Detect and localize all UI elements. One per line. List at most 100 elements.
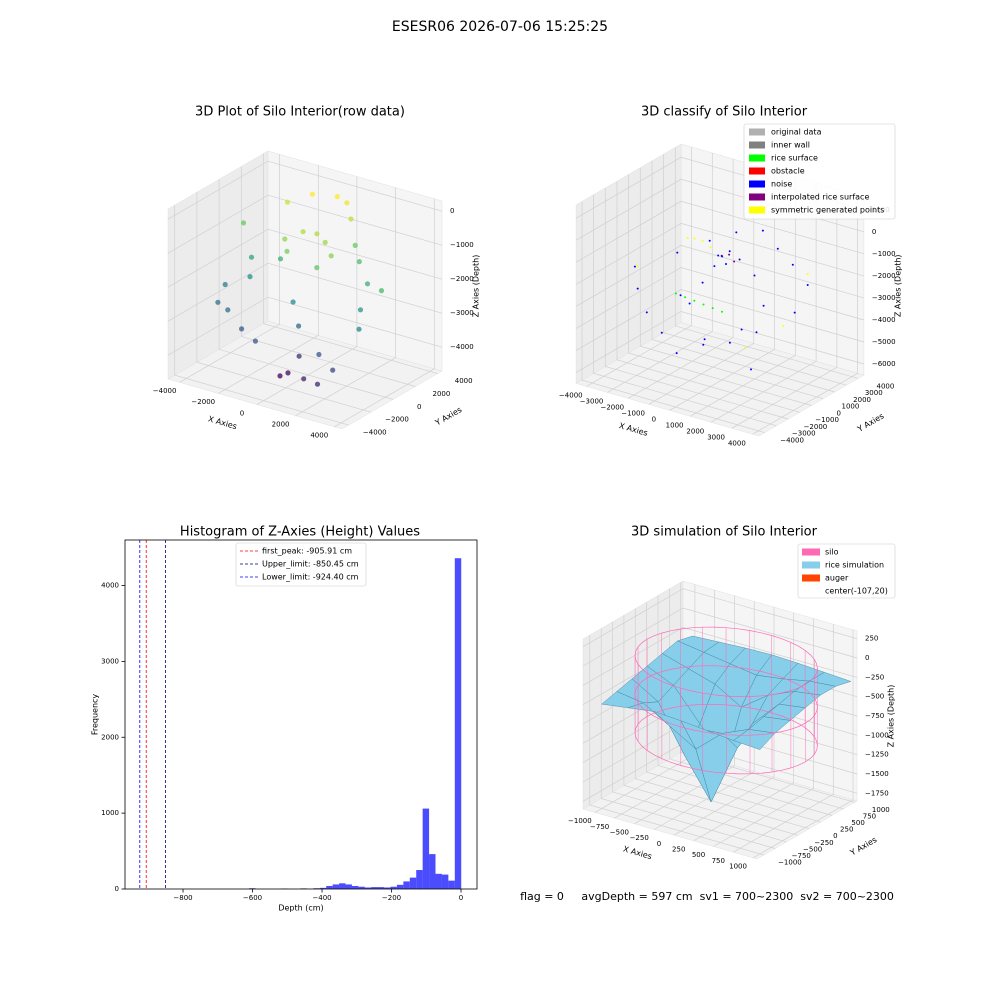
point — [740, 328, 743, 331]
point — [348, 216, 354, 222]
point — [806, 273, 809, 275]
point — [686, 237, 689, 239]
grid-line — [669, 170, 775, 411]
grid-line — [628, 174, 812, 406]
y-tick-label: −1000 — [815, 416, 839, 424]
point — [660, 331, 663, 334]
grid-line — [575, 223, 864, 285]
point — [721, 310, 723, 313]
z-tick-label: −2000 — [450, 275, 474, 283]
legend-label: rice simulation — [825, 561, 884, 570]
grid-line — [710, 182, 817, 423]
legend-swatch — [802, 561, 820, 569]
x-tick-label: 1000 — [729, 863, 747, 871]
grid-line — [586, 147, 692, 387]
x-axis-label: Depth (cm) — [278, 904, 323, 913]
point — [633, 265, 636, 268]
grid-line — [256, 176, 358, 405]
y-tick-label: −500 — [803, 845, 822, 853]
point — [314, 231, 320, 237]
z-tick-label: −4000 — [872, 316, 896, 324]
grid-line — [607, 153, 713, 393]
grid-line — [752, 194, 858, 435]
y-tick-label: −2000 — [385, 416, 409, 424]
legend-label: inner wall — [771, 141, 810, 150]
bar — [384, 887, 391, 889]
grid-line — [295, 187, 396, 417]
point — [693, 237, 696, 240]
z-tick-label: −500 — [865, 693, 884, 701]
y-tick-label: −4000 — [780, 436, 804, 444]
legend-box — [743, 123, 896, 220]
x-tick-label: −400 — [312, 894, 331, 902]
point — [728, 253, 731, 256]
x-tick-label: 1000 — [666, 421, 684, 429]
y-tick-label: 0 — [833, 832, 837, 840]
point — [675, 352, 678, 355]
y-tick-label: 500 — [851, 819, 864, 827]
grid-line — [582, 607, 858, 667]
z-tick-label: −1000 — [865, 731, 889, 739]
point — [239, 326, 245, 332]
point — [314, 381, 321, 387]
point — [222, 281, 228, 288]
point — [277, 256, 284, 262]
y-tick-label: 4000 — [877, 382, 895, 390]
x-tick-label: −3000 — [580, 398, 604, 406]
point — [693, 299, 696, 302]
y-tick-label: 2000 — [101, 733, 119, 741]
legend-label: symmetric generated points — [771, 206, 884, 215]
y-tick-label: −2000 — [804, 423, 828, 431]
footer: flag = 0 avgDepth = 597 cm sv1 = 700~230… — [520, 890, 894, 903]
grid-line — [639, 167, 824, 400]
point — [776, 247, 779, 250]
chart-title: Histogram of Z-Axies (Height) Values — [180, 525, 420, 540]
grid-line — [581, 201, 765, 433]
bar — [371, 887, 378, 889]
point — [277, 373, 283, 379]
x-tick-label: 0 — [652, 415, 656, 423]
x-tick-label: −250 — [630, 834, 649, 842]
grid-line — [674, 147, 859, 379]
y-tick-label: 3000 — [101, 657, 119, 665]
legend-swatch — [749, 154, 765, 162]
point — [701, 281, 704, 284]
point — [791, 263, 794, 266]
point — [684, 296, 687, 299]
x-tick-label: −800 — [173, 894, 192, 902]
point — [322, 239, 328, 245]
bar — [435, 873, 442, 889]
bar — [358, 886, 365, 889]
bar — [422, 808, 430, 889]
point — [636, 287, 639, 290]
x-tick-label: 500 — [692, 851, 705, 859]
bar — [332, 884, 340, 889]
chart-title: 3D classify of Silo Interior — [641, 105, 808, 120]
z-tick-label: −750 — [865, 712, 884, 720]
point — [717, 254, 720, 257]
y-tick-label: 750 — [863, 812, 876, 820]
x-tick-label: 0 — [240, 409, 244, 417]
point — [702, 303, 705, 306]
x-tick-label: 0 — [657, 840, 661, 848]
grid-line — [167, 194, 443, 254]
legend-box — [797, 543, 896, 599]
suptitle: ESESR06 2026-07-06 15:25:25 — [392, 19, 608, 35]
grid-line — [582, 588, 858, 648]
x-tick-label: 2000 — [272, 420, 290, 428]
z-axis-label: Z Axies (Depth) — [887, 685, 896, 748]
x-tick-label: 2000 — [686, 427, 704, 435]
bar — [351, 885, 359, 889]
grid-line — [604, 188, 789, 420]
point — [300, 229, 306, 235]
point — [314, 265, 320, 271]
z-tick-label: −5000 — [872, 338, 896, 346]
z-tick-label: 0 — [450, 207, 454, 215]
bar — [454, 558, 462, 889]
point — [674, 292, 677, 295]
grid-line — [589, 635, 764, 856]
point — [240, 220, 247, 226]
point — [728, 341, 731, 344]
bar — [429, 854, 436, 889]
point — [247, 274, 253, 280]
